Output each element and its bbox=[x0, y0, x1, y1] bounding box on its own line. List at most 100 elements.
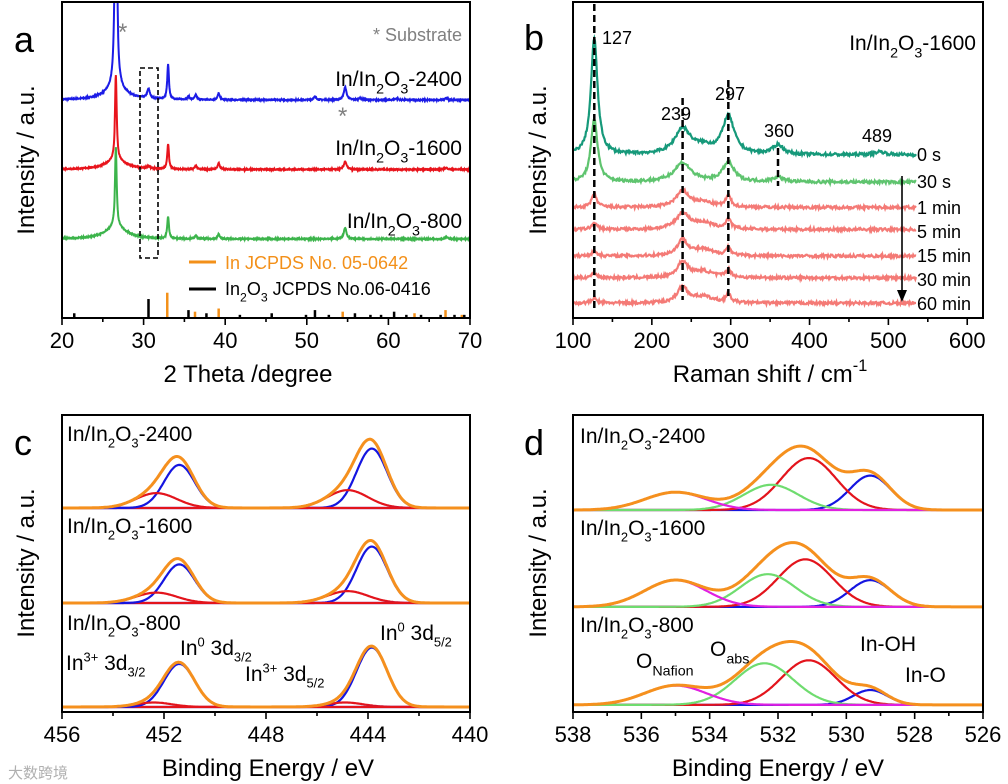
time-label: 30 min bbox=[917, 270, 971, 290]
xrd-trace bbox=[62, 75, 470, 174]
panel-a-plot bbox=[62, 2, 470, 318]
peak-label: 127 bbox=[602, 28, 632, 48]
component-annotation: ONafion bbox=[636, 650, 694, 679]
peak-label: 360 bbox=[764, 121, 794, 141]
peak-annotation: In3+ 3d5/2 bbox=[245, 660, 324, 690]
raman-trace bbox=[573, 283, 916, 309]
x-tick-label: 532 bbox=[760, 722, 797, 747]
panel-label-a: a bbox=[14, 19, 35, 60]
panel-a-xlabel: 2 Theta /degree bbox=[163, 361, 332, 388]
series-label-800: In/In2O3-800 bbox=[67, 612, 181, 640]
x-tick-label: 400 bbox=[791, 328, 828, 353]
x-tick-label: 60 bbox=[376, 328, 400, 353]
x-tick-label: 70 bbox=[458, 328, 482, 353]
component-annotation: In-O bbox=[905, 664, 946, 687]
peak-annotation: In3+ 3d3/2 bbox=[66, 649, 145, 679]
time-label: 1 min bbox=[917, 198, 961, 218]
x-tick-label: 528 bbox=[896, 722, 933, 747]
fit-component bbox=[62, 563, 470, 605]
panel-b-ylabel: Intensity / a.u. bbox=[525, 85, 552, 234]
watermark: 大数跨境 bbox=[8, 764, 68, 782]
raman-trace bbox=[573, 210, 917, 235]
raman-trace bbox=[573, 118, 917, 188]
raman-trace bbox=[573, 259, 918, 284]
x-tick-label: 452 bbox=[146, 722, 183, 747]
time-label: 60 min bbox=[917, 294, 971, 314]
component-annotation: Oabs bbox=[710, 638, 749, 667]
legend-in2o3: In2O3 JCPDS No.06-0416 bbox=[225, 279, 431, 304]
panel-b-frame bbox=[572, 1, 984, 319]
fit-component bbox=[573, 578, 983, 608]
series-label-1600: In/In2O3-1600 bbox=[335, 137, 462, 166]
arrow-head-icon bbox=[897, 290, 907, 302]
time-label: 0 s bbox=[917, 145, 941, 165]
fit-component bbox=[62, 447, 470, 510]
panel-d-plot bbox=[573, 444, 983, 707]
x-tick-label: 530 bbox=[828, 722, 865, 747]
fit-component bbox=[573, 558, 983, 608]
fit-component bbox=[573, 684, 983, 706]
substrate-asterisk: * bbox=[338, 103, 347, 130]
time-label: 15 min bbox=[917, 246, 971, 266]
legend-in: In JCPDS No. 05-0642 bbox=[225, 253, 408, 273]
fit-envelope bbox=[573, 640, 983, 707]
series-label-1600: In/In2O3-1600 bbox=[67, 515, 192, 543]
panel-c-ylabel: Intensity / a.u. bbox=[13, 488, 40, 637]
panel-b-xlabel: Raman shift / cm-1 bbox=[673, 357, 868, 388]
panel-c-plot bbox=[62, 437, 470, 709]
x-tick-label: 456 bbox=[44, 722, 81, 747]
panel-c-xlabel: Binding Energy / eV bbox=[162, 755, 374, 782]
peak-label: 489 bbox=[862, 126, 892, 146]
fit-envelope bbox=[62, 437, 470, 510]
fit-component bbox=[62, 545, 470, 605]
panel-label-d: d bbox=[524, 422, 544, 463]
peak-annotation: In0 3d3/2 bbox=[180, 634, 252, 664]
raman-trace bbox=[573, 233, 917, 262]
time-label: 30 s bbox=[917, 172, 951, 192]
fit-component bbox=[573, 483, 983, 512]
panel-b-plot bbox=[573, 4, 918, 312]
panel-d-ylabel: Intensity / a.u. bbox=[525, 488, 552, 637]
fit-component bbox=[62, 463, 470, 510]
highlight-box bbox=[139, 67, 159, 259]
panel-label-b: b bbox=[524, 17, 544, 58]
xrd-trace bbox=[62, 147, 470, 243]
x-tick-label: 444 bbox=[350, 722, 387, 747]
series-label-2400: In/In2O3-2400 bbox=[335, 68, 462, 97]
panel-a-ylabel: Intensity / a.u. bbox=[13, 85, 40, 234]
x-tick-label: 100 bbox=[555, 328, 592, 353]
x-tick-label: 200 bbox=[633, 328, 670, 353]
fit-component bbox=[573, 579, 983, 608]
x-tick-label: 534 bbox=[691, 722, 728, 747]
x-tick-label: 538 bbox=[555, 722, 592, 747]
peak-label: 297 bbox=[715, 84, 745, 104]
x-tick-label: 440 bbox=[452, 722, 489, 747]
series-label-1600: In/In2O3-1600 bbox=[580, 517, 705, 545]
x-tick-label: 20 bbox=[50, 328, 74, 353]
series-label-2400: In/In2O3-2400 bbox=[67, 423, 192, 451]
series-label-800: In/In2O3-800 bbox=[580, 614, 694, 642]
substrate-legend: * Substrate bbox=[373, 25, 462, 45]
fit-envelope bbox=[573, 444, 983, 512]
x-tick-label: 500 bbox=[870, 328, 907, 353]
xrd-trace bbox=[62, 2, 470, 104]
x-tick-label: 448 bbox=[248, 722, 285, 747]
raman-trace bbox=[573, 187, 917, 213]
fit-envelope bbox=[62, 539, 470, 605]
series-label-800: In/In2O3-800 bbox=[347, 210, 462, 239]
x-tick-label: 40 bbox=[213, 328, 237, 353]
series-label-2400: In/In2O3-2400 bbox=[580, 425, 705, 453]
fit-component bbox=[573, 474, 983, 512]
component-annotation: In-OH bbox=[860, 633, 916, 656]
panel-b-title: In/In2O3-1600 bbox=[849, 32, 976, 61]
raman-trace bbox=[573, 33, 917, 159]
x-tick-label: 526 bbox=[965, 722, 1002, 747]
fit-envelope bbox=[573, 541, 983, 609]
x-tick-label: 600 bbox=[949, 328, 986, 353]
x-tick-label: 30 bbox=[131, 328, 155, 353]
time-label: 5 min bbox=[917, 222, 961, 242]
peak-annotation: In0 3d5/2 bbox=[380, 619, 452, 649]
panel-label-c: c bbox=[14, 422, 32, 463]
substrate-asterisk: * bbox=[118, 19, 127, 46]
